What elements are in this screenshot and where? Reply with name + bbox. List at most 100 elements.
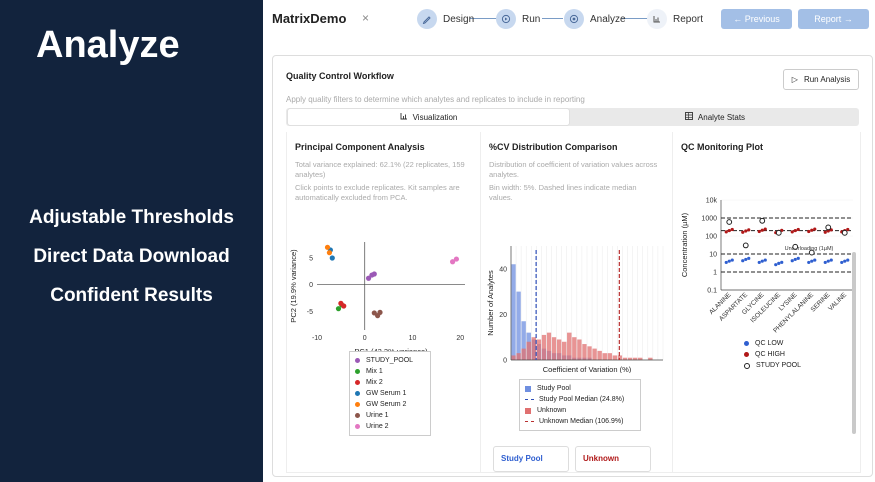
qc-low-point <box>813 258 817 262</box>
qc-x-tick-label: VALINE <box>827 291 848 312</box>
qc-y-axis-label: Concentration (µM) <box>680 212 689 277</box>
qc-y-tick-label: 100 <box>705 234 717 241</box>
qc-high-point <box>810 228 814 232</box>
qc-low-point <box>774 263 778 267</box>
legend-label: Study Pool <box>537 385 571 392</box>
qc-low-point <box>730 258 734 262</box>
legend-dash-icon <box>525 399 534 400</box>
qc-study-pool-point <box>841 229 848 236</box>
tab-label: Analyte Stats <box>697 112 746 122</box>
step-run[interactable]: Run <box>496 8 540 30</box>
pca-card: Principal Component Analysis Total varia… <box>286 132 481 473</box>
table-icon <box>684 112 693 122</box>
legend-label: Mix 1 <box>366 368 383 375</box>
unknown-bar <box>607 353 613 360</box>
legend-swatch-icon <box>525 407 531 414</box>
pca-y-axis-label: PC2 (19.9% variance) <box>289 249 298 323</box>
tab-visualization[interactable]: Visualization <box>288 109 569 125</box>
qc-high-point <box>790 230 794 234</box>
pca-y-tick-label: 5 <box>309 256 313 263</box>
qc-low-point <box>829 258 833 262</box>
run-analysis-button[interactable]: ▷ Run Analysis <box>783 69 859 90</box>
legend-label: GW Serum 1 <box>366 390 407 397</box>
pca-point <box>329 255 335 261</box>
pca-y-tick-label: -5 <box>307 309 313 316</box>
legend-dot-icon <box>355 391 360 396</box>
unknown-bar <box>546 332 552 360</box>
pca-point <box>365 275 372 281</box>
unknown-card[interactable]: Unknown <box>575 446 651 472</box>
unknown-bar <box>556 339 562 360</box>
tab-label: Visualization <box>412 112 458 122</box>
previous-button[interactable]: ← Previous <box>721 9 792 29</box>
qc-low-point <box>826 259 830 263</box>
qc-legend: QC LOW QC HIGH STUDY POOL <box>739 338 805 371</box>
qc-high-point <box>796 227 800 232</box>
step-connector <box>470 18 500 19</box>
legend-label: Mix 2 <box>366 379 383 386</box>
qc-low-point <box>807 260 811 265</box>
qc-high-point <box>741 230 745 234</box>
app-title: MatrixDemo <box>272 11 347 26</box>
legend-swatch-icon <box>525 385 531 392</box>
qc-high-point <box>846 227 850 232</box>
pca-title: Principal Component Analysis <box>295 142 425 152</box>
chart-icon <box>400 112 408 122</box>
qc-y-tick-label: 1 <box>713 270 717 277</box>
report-chart-icon <box>647 9 667 29</box>
cv-histogram[interactable]: 0 20 40 Coefficient of Variation (%) Number … <box>481 238 672 373</box>
cv-desc-bins: Bin width: 5%. Dashed lines indicate med… <box>489 183 637 202</box>
app-window: MatrixDemo × Design Run Analyze <box>263 0 875 482</box>
pca-point <box>449 259 456 265</box>
report-button[interactable]: Report → <box>798 9 869 29</box>
unknown-bar <box>567 332 572 360</box>
unknown-bar <box>632 357 638 360</box>
cv-legend: Study Pool Study Pool Median (24.8%) Unkno… <box>519 379 641 431</box>
qc-low-point <box>840 260 844 265</box>
pca-x-tick-label: 20 <box>456 335 464 342</box>
step-analyze[interactable]: Analyze <box>564 8 626 30</box>
qc-study-pool-point <box>808 249 815 256</box>
cv-legend-item: Study Pool Median (24.8%) <box>520 394 640 405</box>
step-report[interactable]: Report <box>647 8 703 30</box>
qc-low-point <box>724 260 728 265</box>
step-connector <box>621 18 648 19</box>
qc-scrollbar[interactable] <box>852 252 856 434</box>
unknown-bar <box>536 339 542 360</box>
qc-low-point <box>796 256 800 260</box>
tab-analyte-stats[interactable]: Analyte Stats <box>573 109 857 125</box>
qc-annotation: Underloading (1µM) <box>785 246 834 252</box>
workflow-title: Quality Control Workflow <box>286 71 394 81</box>
cv-x-axis-label: Coefficient of Variation (%) <box>543 365 632 373</box>
legend-label: Unknown Median (106.9%) <box>539 418 624 425</box>
unknown-bar <box>602 353 607 360</box>
analyze-icon <box>564 9 584 29</box>
top-bar: MatrixDemo × Design Run Analyze <box>263 0 875 40</box>
legend-dot-icon <box>744 341 749 346</box>
qc-high-point <box>724 230 728 234</box>
promo-feature-1: Adjustable Thresholds <box>29 207 234 228</box>
cv-card: %CV Distribution Comparison Distribution… <box>480 132 673 473</box>
pca-desc-variance: Total variance explained: 62.1% (22 repl… <box>295 160 465 179</box>
pca-legend-item: GW Serum 2 <box>350 399 430 410</box>
pca-point <box>453 256 460 262</box>
qc-low-point <box>780 260 784 264</box>
legend-label: STUDY POOL <box>756 362 801 369</box>
promo-feature-2: Direct Data Download <box>33 246 230 267</box>
study-pool-bar <box>521 321 526 360</box>
promo-heading: Analyze <box>36 24 180 66</box>
unknown-bar <box>622 357 628 360</box>
pca-point <box>371 271 377 277</box>
legend-label: STUDY_POOL <box>366 357 414 364</box>
view-tabs: Visualization Analyte Stats <box>286 108 859 126</box>
close-icon[interactable]: × <box>362 11 370 25</box>
step-design[interactable]: Design <box>417 8 474 30</box>
qc-card: QC Monitoring Plot 10k 1000 100 10 1 0.1 Under… <box>672 132 861 473</box>
qc-y-tick-label: 10 <box>709 252 717 259</box>
study-pool-card[interactable]: Study Pool <box>493 446 569 472</box>
qc-study-pool-point <box>792 243 799 250</box>
pca-x-tick-label: 10 <box>409 335 417 342</box>
qc-y-tick-label: 0.1 <box>707 288 717 295</box>
